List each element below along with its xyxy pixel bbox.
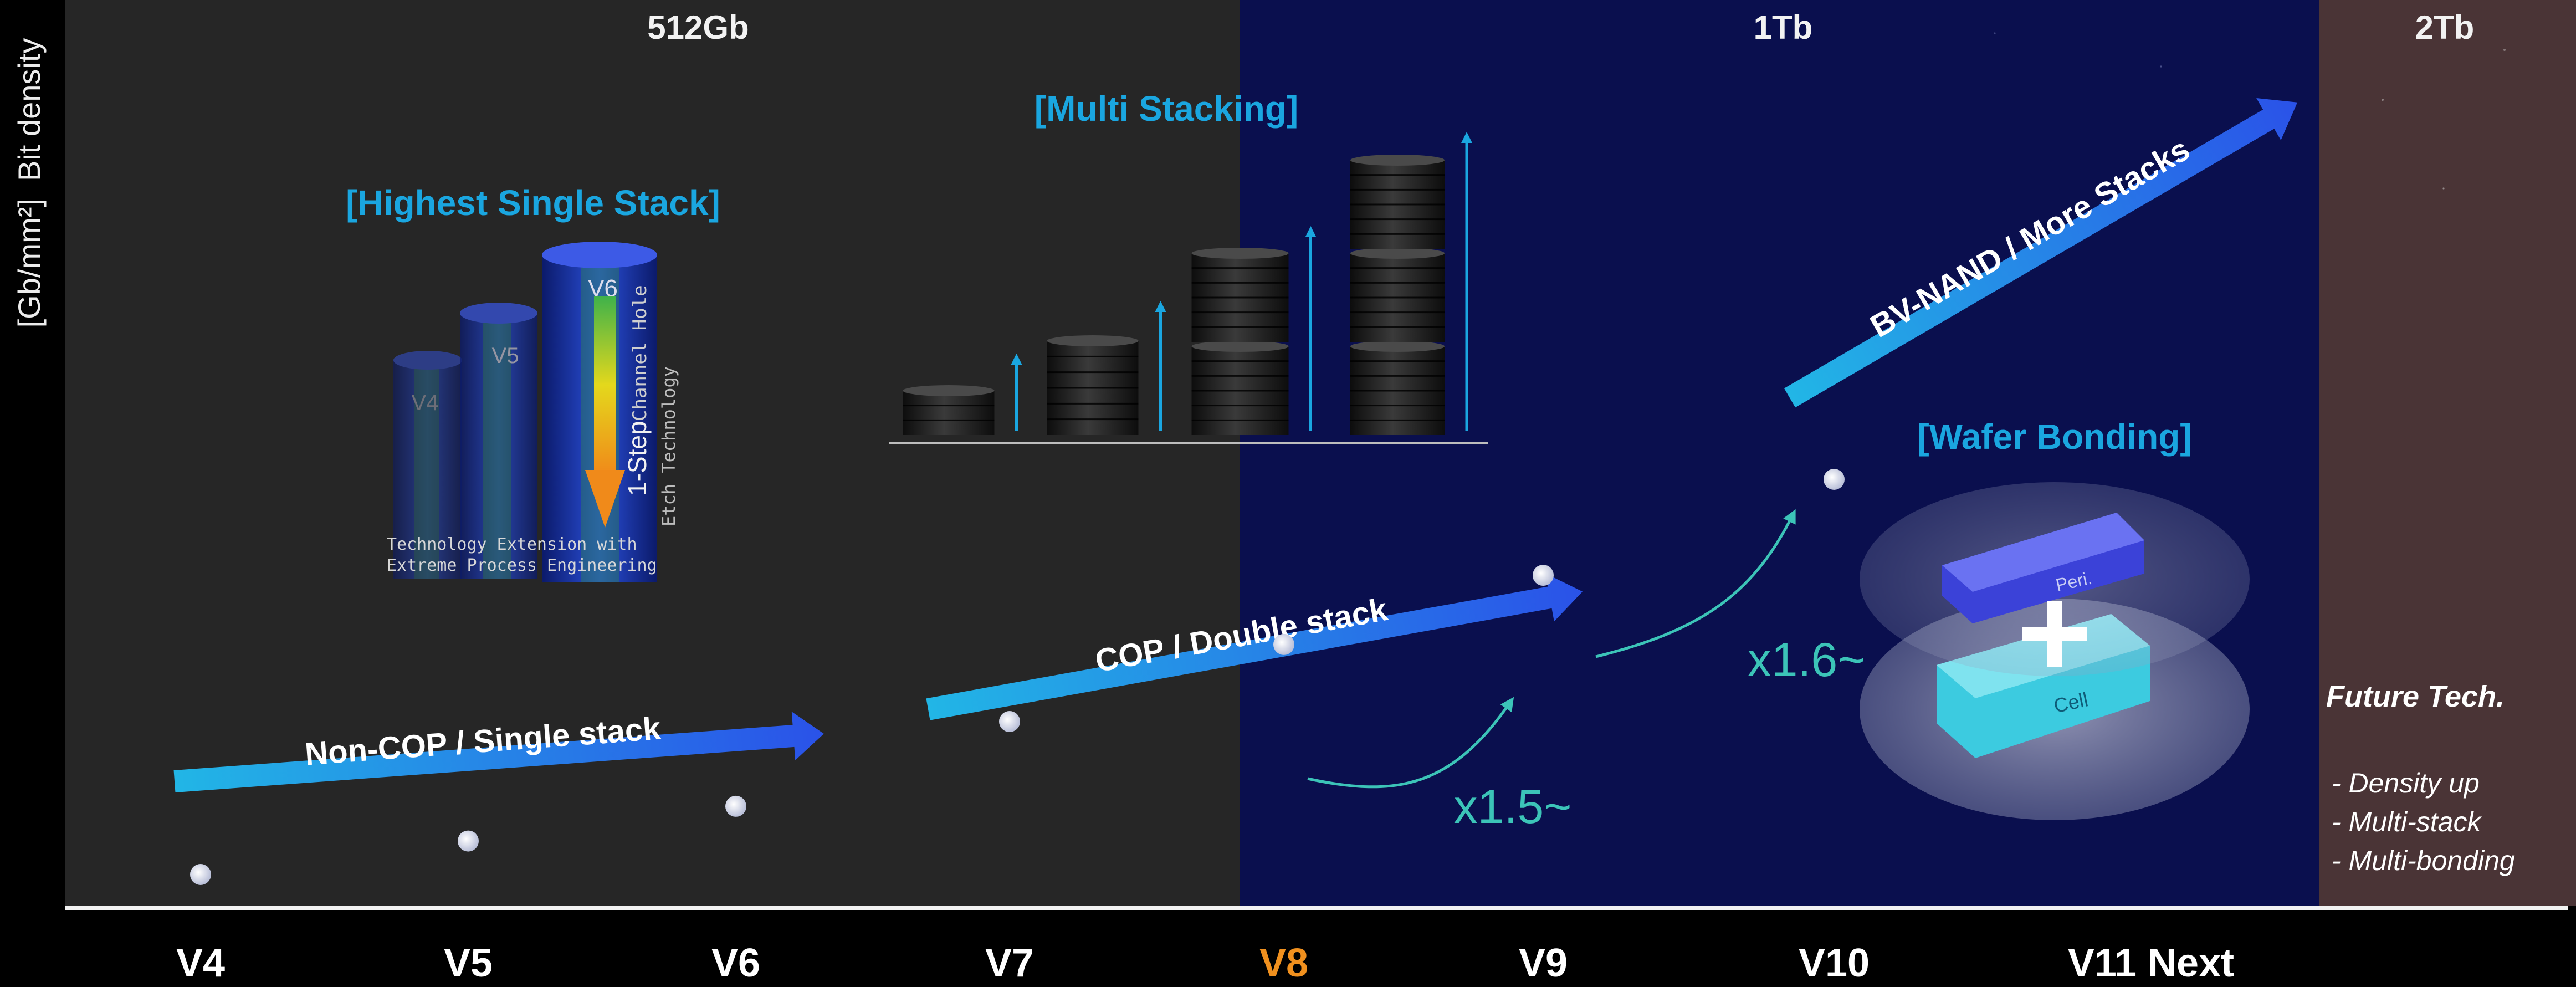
stack-bar-2	[1047, 301, 1166, 435]
wafer-bonding-title: [Wafer Bonding]	[1917, 417, 2191, 457]
pillar-v4: V4	[393, 351, 462, 579]
stack-bar-4	[1350, 132, 1472, 435]
x-tick-v9: V9	[1519, 941, 1568, 984]
etch-arrow-main-label: 1-Step	[623, 421, 652, 496]
growth-label-x1-5: x1.5~	[1454, 780, 1572, 833]
growth-label-x1-6: x1.6~	[1748, 633, 1866, 687]
region-label-2tb: 2Tb	[2415, 9, 2475, 46]
future-tech-item-1: - Density up	[2332, 768, 2480, 799]
stack-bar-3	[1191, 226, 1317, 435]
data-point-v6	[725, 795, 746, 817]
future-tech-item-3: - Multi-bonding	[2332, 845, 2515, 876]
data-point-v7	[999, 711, 1020, 732]
stack-bars	[903, 132, 1472, 435]
x-tick-v6: V6	[711, 941, 760, 984]
x-tick-v5: V5	[444, 941, 493, 984]
x-tick-labels: V4 V5 V6 V7 V8 V9 V10 V11 Next	[176, 941, 2234, 985]
single-stack-title: [Highest Single Stack]	[346, 183, 720, 223]
data-point-v10	[1824, 469, 1845, 490]
single-stack-note-line-2: Extreme Process Engineering	[387, 556, 657, 575]
single-stack-note-line-1: Technology Extension with	[387, 535, 637, 554]
multi-stacking-callout: [Multi Stacking]	[889, 89, 1488, 444]
data-point-v9	[1533, 565, 1554, 586]
region-2tb	[2319, 0, 2576, 906]
data-point-v4	[190, 864, 211, 885]
y-axis-label: [Gb/mm²] Bit density	[12, 38, 47, 328]
region-label-512gb: 512Gb	[647, 9, 749, 46]
x-tick-v11-next: V11 Next	[2068, 941, 2234, 984]
future-tech-title: Future Tech.	[2326, 680, 2505, 713]
growth-curve-v9-v10	[1595, 509, 1796, 658]
plus-icon	[2022, 601, 2087, 667]
etch-arrow-sub-label-1: Channel Hole	[629, 285, 651, 421]
data-point-v5	[458, 830, 479, 852]
growth-curve-v8-v9	[1307, 697, 1514, 789]
etch-arrow	[585, 296, 625, 528]
multi-stacking-title: [Multi Stacking]	[1035, 89, 1298, 129]
future-tech-block: Future Tech. - Density up - Multi-stack …	[2326, 680, 2515, 876]
x-tick-v4: V4	[176, 941, 225, 984]
etch-arrow-sub-label-2: Etch Technology	[658, 366, 679, 526]
future-tech-item-2: - Multi-stack	[2332, 806, 2482, 837]
stack-bar-1	[903, 354, 1022, 435]
pillar-label-v4: V4	[412, 391, 439, 415]
single-stack-callout: [Highest Single Stack] V4 V5 V6 1-Step C…	[346, 183, 720, 582]
wafer-bonding-callout: [Wafer Bonding] Cell Peri.	[1860, 417, 2250, 820]
x-tick-v8: V8	[1259, 941, 1308, 984]
pillar-v5: V5	[460, 303, 537, 579]
pillar-label-v5: V5	[492, 344, 519, 368]
region-label-1tb: 1Tb	[1754, 9, 1813, 46]
data-points	[190, 469, 1845, 885]
x-tick-v7: V7	[985, 941, 1034, 984]
data-point-v8	[1273, 633, 1294, 655]
x-tick-v10: V10	[1799, 941, 1870, 984]
